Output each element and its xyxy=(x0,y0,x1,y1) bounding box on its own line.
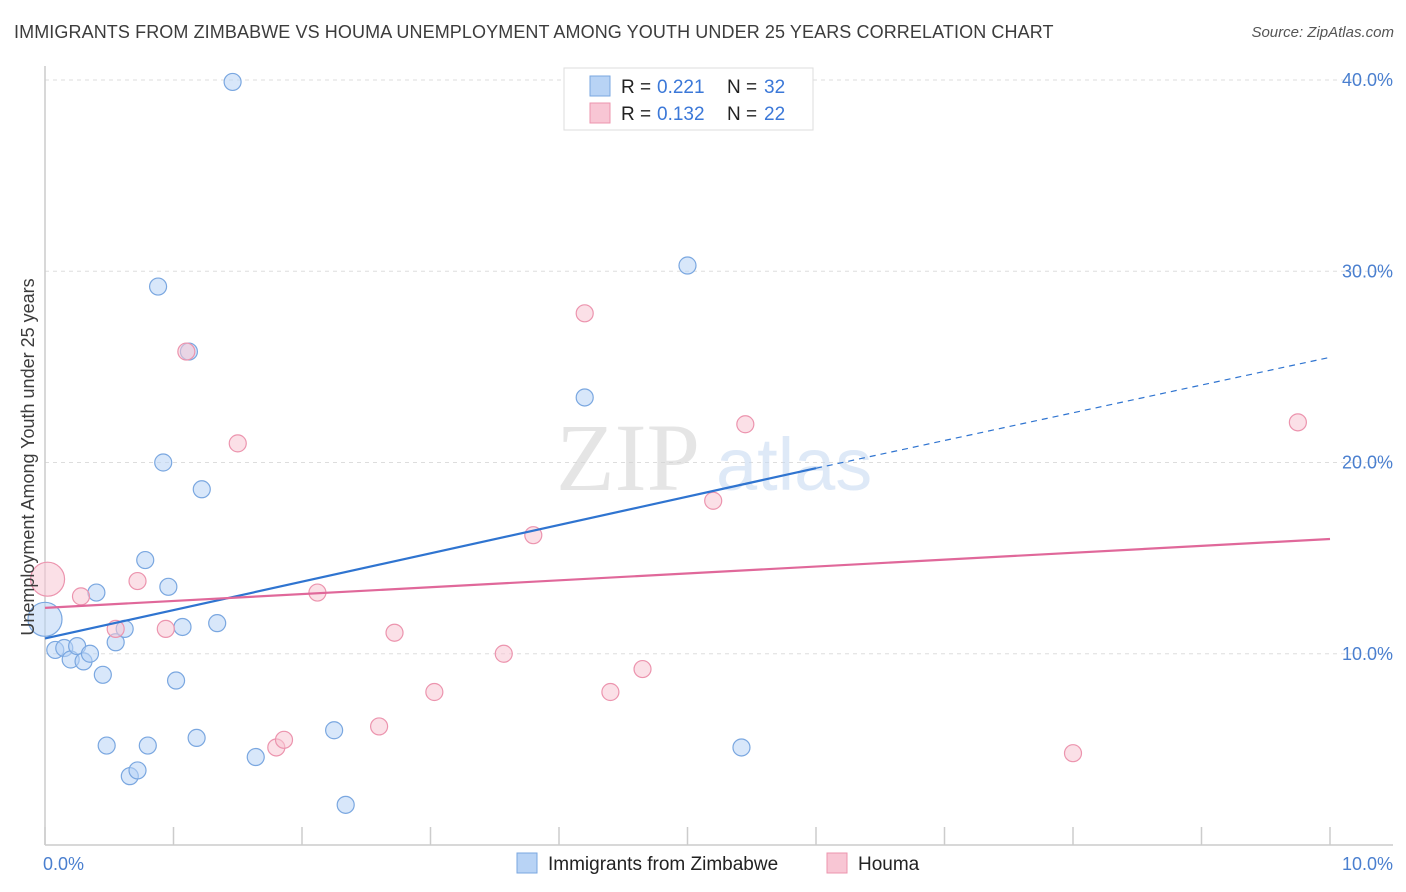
houma-point-10 xyxy=(370,717,389,736)
legend-r-label-2: R = xyxy=(621,104,651,125)
y-axis-label: Unemployment Among Youth under 25 years xyxy=(18,278,38,635)
stats-legend: R = 0.221 N = 32 R = 0.132 N = 22 xyxy=(563,67,814,131)
houma-trend-line xyxy=(44,537,1331,609)
houma-point-13 xyxy=(494,644,513,663)
zimbabwe-point-18 xyxy=(159,577,178,596)
x-tick-label-1: 10.0% xyxy=(1342,854,1393,874)
zimbabwe-point-7 xyxy=(87,583,106,602)
series-legend-swatch-houma xyxy=(826,852,848,874)
houma-point-19 xyxy=(736,415,755,434)
chart-title: IMMIGRANTS FROM ZIMBABWE VS HOUMA UNEMPL… xyxy=(14,22,1054,42)
zimbabwe-point-8 xyxy=(93,665,112,684)
houma-point-11 xyxy=(385,623,404,642)
series-legend-label-zimbabwe: Immigrants from Zimbabwe xyxy=(548,854,778,875)
zimbabwe-point-29 xyxy=(575,388,594,407)
houma-point-6 xyxy=(228,434,247,453)
zimbabwe-point-26 xyxy=(246,747,265,767)
legend-swatch-pink xyxy=(589,102,611,124)
legend-r-value-1: 0.221 xyxy=(657,77,705,98)
series-legend-label-houma: Houma xyxy=(858,854,920,875)
zimbabwe-point-19 xyxy=(166,671,186,690)
zimbabwe-point-23 xyxy=(192,480,211,499)
zimbabwe-point-0 xyxy=(27,601,63,637)
houma-point-1 xyxy=(71,587,91,606)
zimbabwe-point-6 xyxy=(80,644,100,663)
trend-lines xyxy=(44,356,1331,640)
houma-point-0 xyxy=(29,561,66,597)
svg-text:ZIP: ZIP xyxy=(556,404,700,511)
legend-n-label-1: N = xyxy=(727,77,757,98)
y-tick-labels: 10.0% 20.0% 30.0% 40.0% xyxy=(1342,70,1393,664)
houma-point-5 xyxy=(177,342,196,361)
zimbabwe-point-9 xyxy=(97,736,116,755)
gridlines xyxy=(45,79,1390,655)
y-tick-label-0: 10.0% xyxy=(1342,644,1393,664)
legend-swatch-blue xyxy=(589,75,611,97)
axes xyxy=(44,66,1393,846)
zimbabwe-trend-line xyxy=(44,467,817,640)
houma-point-12 xyxy=(425,682,444,702)
zimbabwe-point-28 xyxy=(336,795,355,814)
zimbabwe-point-17 xyxy=(154,453,173,472)
houma-point-8 xyxy=(274,730,294,749)
houma-point-18 xyxy=(704,491,723,510)
series-legend: Immigrants from Zimbabwe Houma xyxy=(516,852,920,875)
zimbabwe-point-30 xyxy=(678,256,697,275)
series-legend-swatch-zimbabwe xyxy=(516,852,538,874)
svg-text:atlas: atlas xyxy=(716,423,872,506)
chart-source: Source: ZipAtlas.com xyxy=(1251,24,1394,41)
zimbabwe-point-15 xyxy=(138,736,157,755)
zimbabwe-point-31 xyxy=(732,738,751,757)
zimbabwe-trend-extension xyxy=(815,356,1331,469)
legend-n-value-2: 22 xyxy=(764,104,785,125)
houma-point-21 xyxy=(1288,413,1307,432)
legend-r-label-1: R = xyxy=(621,77,651,98)
houma-point-20 xyxy=(1063,744,1083,763)
zimbabwe-point-20 xyxy=(173,617,192,637)
y-tick-label-2: 30.0% xyxy=(1342,261,1393,281)
houma-point-17 xyxy=(633,659,652,679)
houma-point-15 xyxy=(575,304,594,323)
zimbabwe-point-25 xyxy=(223,72,242,92)
zimbabwe-point-22 xyxy=(187,728,206,748)
houma-point-3 xyxy=(128,571,147,591)
legend-n-value-1: 32 xyxy=(764,77,785,98)
watermark: ZIP atlas xyxy=(556,404,872,511)
data-points xyxy=(27,72,1307,814)
y-tick-label-1: 20.0% xyxy=(1342,453,1393,473)
zimbabwe-point-27 xyxy=(325,721,344,740)
houma-point-16 xyxy=(601,682,620,702)
y-tick-label-3: 40.0% xyxy=(1342,70,1393,90)
houma-point-4 xyxy=(156,619,175,638)
legend-r-value-2: 0.132 xyxy=(657,104,705,125)
zimbabwe-point-13 xyxy=(128,761,147,780)
legend-n-label-2: N = xyxy=(727,104,757,125)
zimbabwe-point-14 xyxy=(136,550,155,570)
x-tick-label-0: 0.0% xyxy=(43,854,84,874)
x-tick-labels: 0.0% 10.0% xyxy=(43,854,1393,874)
zimbabwe-point-24 xyxy=(208,614,227,633)
zimbabwe-point-16 xyxy=(148,277,168,296)
